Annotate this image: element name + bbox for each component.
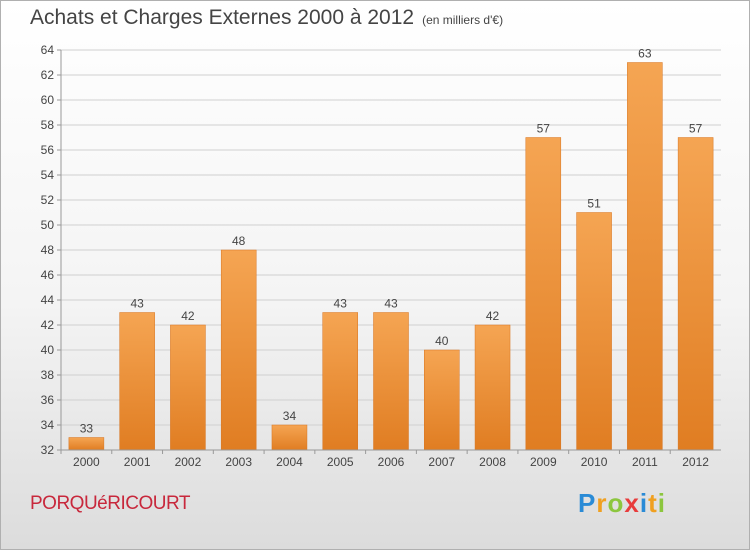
bar-2006 <box>373 312 409 451</box>
y-tick-label: 48 <box>41 243 55 257</box>
value-label-2003: 48 <box>232 234 246 248</box>
y-tick-label: 64 <box>41 43 55 57</box>
y-tick-label: 32 <box>41 443 55 457</box>
bar-2000 <box>68 437 105 451</box>
value-label-2011: 63 <box>638 47 652 61</box>
value-label-2009: 57 <box>537 122 551 136</box>
value-label-2000: 33 <box>80 422 94 436</box>
x-tick-label-2002: 2002 <box>175 455 202 469</box>
bar-2011 <box>627 62 663 451</box>
logo-letter: x <box>624 488 640 518</box>
bar-2007 <box>424 349 460 451</box>
y-tick-label: 62 <box>41 68 55 82</box>
logo-letter: r <box>596 488 608 518</box>
y-tick-label: 42 <box>41 318 55 332</box>
y-tick-label: 44 <box>41 293 55 307</box>
x-tick-label-2012: 2012 <box>682 455 709 469</box>
bar-2010 <box>576 212 612 451</box>
chart-title: Achats et Charges Externes 2000 à 2012 (e… <box>30 6 503 30</box>
value-label-2001: 43 <box>130 297 144 311</box>
bar-2008 <box>474 324 511 451</box>
logo-letter: i <box>657 488 666 518</box>
bar-2009 <box>525 137 562 451</box>
value-label-2006: 43 <box>384 297 398 311</box>
proxiti-logo[interactable]: Proxiti <box>578 488 666 519</box>
value-label-2012: 57 <box>689 122 703 136</box>
y-tick-label: 46 <box>41 268 55 282</box>
y-tick-label: 36 <box>41 393 55 407</box>
logo-letter: P <box>578 488 597 518</box>
y-tick-label: 60 <box>41 93 55 107</box>
y-tick-label: 54 <box>41 168 55 182</box>
x-tick-label-2003: 2003 <box>225 455 252 469</box>
value-label-2007: 40 <box>435 334 449 348</box>
axes: 32 34 36 38 40 42 44 46 48 50 52 54 56 58 60 62 64 2000 20… <box>41 43 721 469</box>
logo-letter: t <box>648 488 658 518</box>
value-label-2004: 34 <box>283 409 297 423</box>
y-tick-label: 58 <box>41 118 55 132</box>
x-tick-label-2007: 2007 <box>428 455 455 469</box>
x-tick-label-2009: 2009 <box>530 455 557 469</box>
value-label-2005: 43 <box>334 297 348 311</box>
value-label-2008: 42 <box>486 309 500 323</box>
x-tick-label-2010: 2010 <box>581 455 608 469</box>
x-tick-label-2000: 2000 <box>73 455 100 469</box>
bar-2003 <box>220 249 257 451</box>
bar-2001 <box>119 312 155 451</box>
bar-2005 <box>322 312 358 451</box>
y-tick-label: 34 <box>41 418 55 432</box>
bar-2012 <box>677 137 714 451</box>
x-tick-label-2008: 2008 <box>479 455 506 469</box>
value-label-2002: 42 <box>181 309 195 323</box>
x-tick-label-2005: 2005 <box>327 455 354 469</box>
y-tick-label: 56 <box>41 143 55 157</box>
x-tick-label-2011: 2011 <box>632 455 658 469</box>
x-tick-label-2001: 2001 <box>124 455 151 469</box>
chart-title-text: Achats et Charges Externes 2000 à 2012 <box>30 6 415 29</box>
bar-2002 <box>170 324 206 451</box>
y-tick-label: 38 <box>41 368 55 382</box>
y-tick-label: 52 <box>41 193 55 207</box>
place-name: PORQUéRICOURT <box>30 493 190 514</box>
x-tick-label-2004: 2004 <box>276 455 303 469</box>
logo-letter: i <box>639 488 649 518</box>
value-label-2010: 51 <box>587 197 601 211</box>
chart-unit: (en milliers d'€) <box>422 13 504 27</box>
y-tick-label: 40 <box>41 343 55 357</box>
y-tick-label: 50 <box>41 218 55 232</box>
x-tick-label-2006: 2006 <box>378 455 405 469</box>
logo-letter: o <box>607 488 625 518</box>
bar-2004 <box>271 424 308 451</box>
bars: 33 43 42 48 34 43 43 40 42 57 51 63 57 <box>68 47 714 451</box>
